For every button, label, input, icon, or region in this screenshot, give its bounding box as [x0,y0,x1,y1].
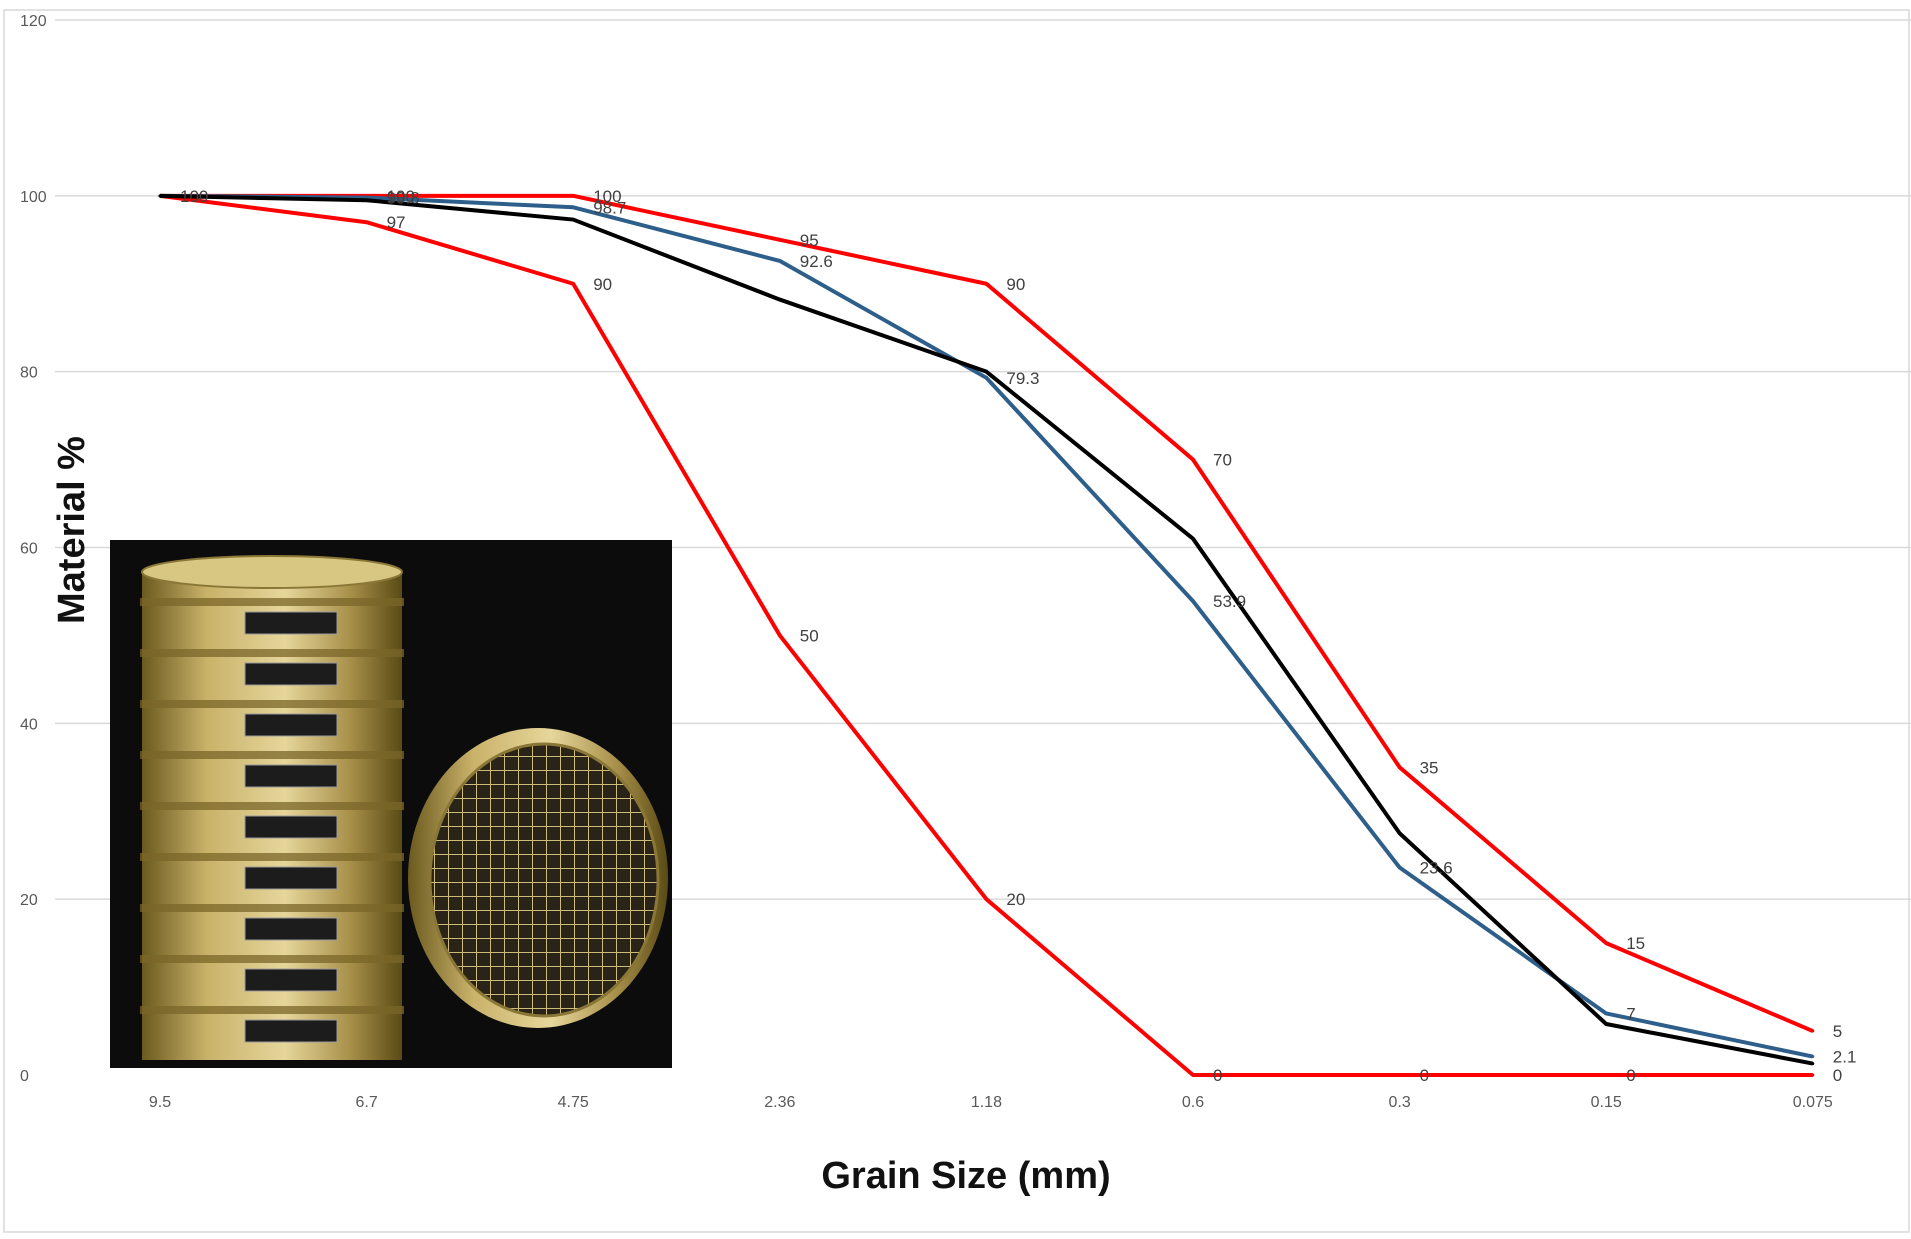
series-lines [158,193,1815,1077]
data-point [1604,1022,1608,1026]
data-point [1811,1029,1815,1033]
data-label: 90 [1006,275,1025,294]
x-tick-label: 0.6 [1182,1094,1204,1111]
data-point [365,198,369,202]
data-label: 95 [800,231,819,250]
data-point [158,194,162,198]
data-label: 20 [1006,890,1025,909]
data-point [1811,1062,1815,1066]
data-point [984,897,988,901]
data-label: 100 [180,187,208,206]
x-axis-ticks: 9.5 6.7 4.75 2.36 1.18 0.6 0.3 0.15 0.075 [149,1094,1833,1111]
y-tick-label: 0 [20,1068,29,1085]
data-label: 0 [1420,1066,1429,1085]
data-point [1398,831,1402,835]
data-label: 2.1 [1833,1048,1857,1067]
data-label: 92.6 [800,252,833,271]
y-tick-label: 60 [20,541,38,558]
y-tick-label: 120 [20,13,47,30]
chart-frame [3,9,1910,1233]
data-label: 23.6 [1420,859,1453,878]
data-label: 53.9 [1213,592,1246,611]
data-point [984,370,988,374]
data-point [778,238,782,242]
x-axis-title: Grain Size (mm) [821,1155,1110,1197]
data-point [1604,1011,1608,1015]
data-label: 0 [1833,1066,1842,1085]
x-tick-label: 0.3 [1388,1094,1410,1111]
data-point [778,259,782,263]
data-point [571,205,575,209]
x-tick-label: 1.18 [971,1094,1002,1111]
data-label: 0 [1213,1066,1222,1085]
data-point [1604,941,1608,945]
data-label: 97 [387,213,406,232]
data-point [1398,866,1402,870]
x-tick-label: 0.15 [1591,1094,1622,1111]
data-label: 15 [1626,934,1645,953]
data-point [1191,537,1195,541]
data-point [1191,458,1195,462]
x-tick-label: 2.36 [764,1094,795,1111]
y-axis-ticks: 0 20 40 60 80 100 120 [20,13,47,1085]
data-point [778,298,782,302]
data-label: 100 [593,187,621,206]
data-point [1398,1073,1402,1077]
data-label: 100 [387,187,415,206]
y-tick-label: 20 [20,892,38,909]
x-tick-label: 9.5 [149,1094,171,1111]
data-label: 90 [593,275,612,294]
data-point [1398,765,1402,769]
data-label: 50 [800,626,819,645]
data-point [571,218,575,222]
data-point [778,633,782,637]
data-label: 70 [1213,451,1232,470]
data-point [1604,1073,1608,1077]
x-tick-label: 4.75 [558,1094,589,1111]
data-label: 7 [1626,1004,1635,1023]
data-label: 35 [1420,758,1439,777]
data-point [1191,1073,1195,1077]
data-point [1811,1073,1815,1077]
data-label: 98.7 [593,198,626,217]
data-point [365,220,369,224]
sieve-stack-photo [110,540,672,1068]
data-point [571,194,575,198]
data-point [1191,599,1195,603]
y-tick-label: 100 [20,189,47,206]
data-label: 99.8 [387,189,420,208]
data-label: 79.3 [1006,369,1039,388]
x-tick-label: 6.7 [355,1094,377,1111]
data-point [1811,1055,1815,1059]
data-point [984,376,988,380]
data-point [984,282,988,286]
y-tick-label: 40 [20,716,38,733]
data-point [571,282,575,286]
data-label: 5 [1833,1022,1842,1041]
x-tick-label: 0.075 [1793,1094,1833,1111]
y-tick-label: 80 [20,365,38,382]
data-label: 0 [1626,1066,1635,1085]
y-axis-title: Material % [51,436,93,624]
